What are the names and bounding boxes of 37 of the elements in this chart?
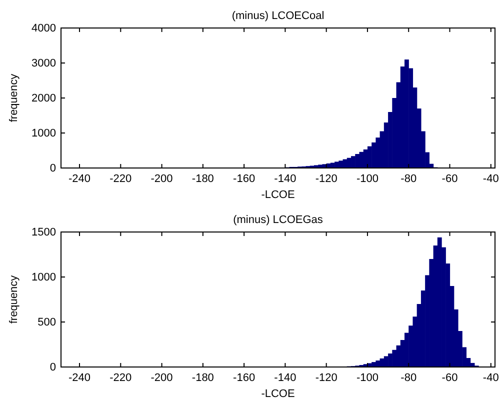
x-tick-label: -200 xyxy=(150,172,173,185)
x-tick-label: -180 xyxy=(192,172,214,185)
y-tick-label: 2000 xyxy=(32,92,56,105)
x-tick-label: -140 xyxy=(274,172,296,185)
y-tick-label: 1500 xyxy=(32,226,56,239)
x-tick-label: -180 xyxy=(192,372,214,384)
x-tick-label: -200 xyxy=(150,372,173,384)
x-tick-label: -240 xyxy=(68,372,91,384)
x-tick-label: -160 xyxy=(233,372,256,384)
y-tick-label: 500 xyxy=(38,316,56,329)
y-tick-label: 0 xyxy=(50,362,56,374)
x-tick-label: -240 xyxy=(68,172,91,185)
y-tick-label: 1000 xyxy=(32,128,56,140)
x-tick-label: -120 xyxy=(315,172,338,185)
x-tick-label: -40 xyxy=(482,372,499,384)
x-tick-label: -220 xyxy=(110,372,132,384)
x-tick-label: -100 xyxy=(356,372,378,384)
x-axis-title: -LCOE xyxy=(261,388,295,400)
y-axis-title: frequency xyxy=(8,73,20,122)
x-tick-label: -160 xyxy=(233,172,256,185)
y-tick-label: 0 xyxy=(50,162,56,175)
y-tick-label: 3000 xyxy=(32,58,56,70)
chart-title: (minus) LCOECoal xyxy=(232,10,324,22)
x-axis-title: -LCOE xyxy=(261,189,295,201)
x-tick-label: -60 xyxy=(442,172,458,185)
x-tick-label: -80 xyxy=(400,172,417,185)
x-tick-label: -220 xyxy=(110,172,132,185)
x-tick-label: -120 xyxy=(315,372,338,384)
x-tick-label: -60 xyxy=(442,372,458,384)
x-tick-label: -100 xyxy=(356,172,378,185)
x-tick-label: -140 xyxy=(274,372,296,384)
x-tick-label: -80 xyxy=(400,372,417,384)
y-tick-label: 4000 xyxy=(32,22,56,35)
chart-title: (minus) LCOEGas xyxy=(233,214,324,226)
y-tick-label: 1000 xyxy=(32,272,56,284)
x-tick-label: -40 xyxy=(482,172,499,185)
y-axis-title: frequency xyxy=(8,274,20,324)
